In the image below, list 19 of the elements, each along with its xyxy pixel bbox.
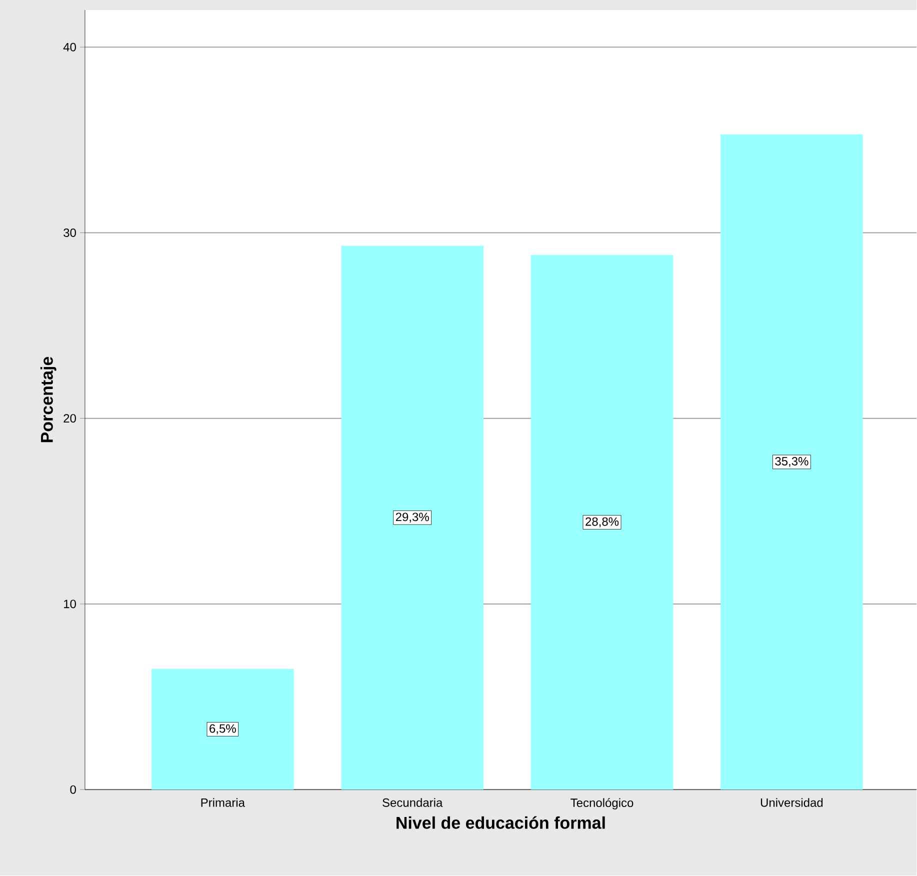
x-tick-label: Secundaria — [382, 798, 443, 808]
y-tick-label: 10 — [64, 600, 76, 608]
x-tick-label: Tecnológico — [570, 798, 634, 810]
data-label: 29,3% — [396, 512, 429, 523]
y-axis-title: Porcentaje — [40, 357, 56, 442]
data-label: 35,3% — [775, 457, 808, 468]
bar — [530, 255, 674, 790]
data-label: 6,5% — [210, 724, 236, 734]
y-tick-label: 20 — [64, 414, 76, 423]
x-tick-label: Universidad — [760, 798, 823, 808]
y-tick-label: 30 — [64, 228, 76, 238]
bar — [341, 246, 484, 790]
y-tick-label: 40 — [63, 43, 76, 52]
x-axis-title: Nivel de educación formal — [396, 816, 605, 830]
data-label: 28,8% — [586, 518, 619, 528]
bar — [720, 134, 863, 790]
y-tick-label: 0 — [70, 786, 76, 794]
bar — [152, 669, 294, 790]
x-tick-label: Primaria — [201, 798, 245, 808]
